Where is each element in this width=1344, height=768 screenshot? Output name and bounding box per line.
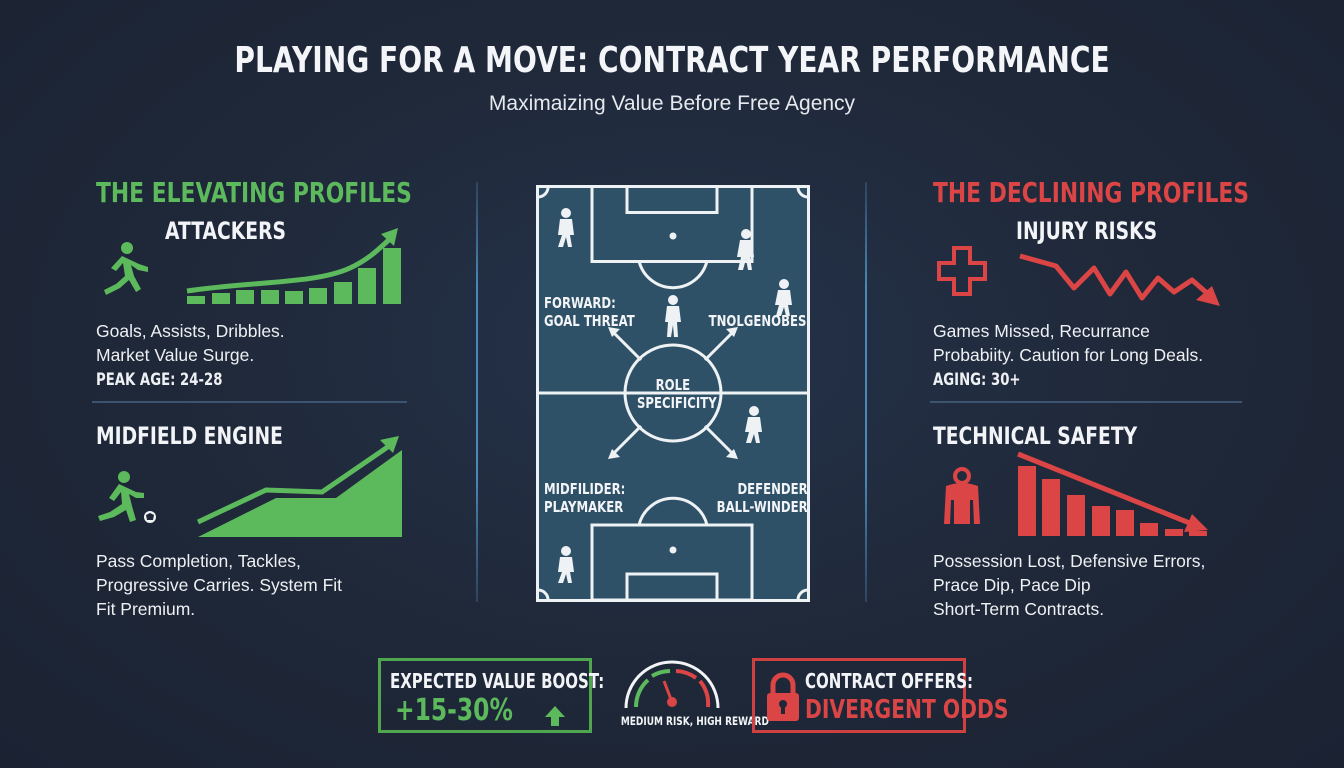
role-center-label: ROLE SPECIFICITY [637,376,717,412]
player-with-ball-icon [98,471,156,523]
rising-area-chart [196,436,402,537]
falling-bar-chart [1017,451,1208,536]
rising-bar-chart [186,228,401,304]
page-title: PLAYING FOR A MOVE: CONTRACT YEAR PERFOR… [234,40,1110,81]
padlock-icon [767,672,799,721]
role-midfielder: MIDFILIDER: PLAYMAKER [544,480,626,516]
attackers-title: ATTACKERS [165,217,286,245]
divider-right [865,182,867,602]
midfield-description: Pass Completion, Tackles, Progressive Ca… [96,551,343,619]
elevating-profiles-heading: THE ELEVATING PROFILES [96,176,412,209]
contract-offers-label: CONTRACT OFFERS: [805,669,974,693]
up-arrow-icon [545,706,565,726]
peak-age-label: PEAK AGE: 24-28 [96,370,223,390]
contract-offers-box: CONTRACT OFFERS: DIVERGENT ODDS [752,658,1008,733]
injury-risks-title: INJURY RISKS [1016,217,1158,245]
technical-safety-description: Possession Lost, Defensive Errors, Prace… [933,551,1206,619]
aging-label: AGING: 30+ [933,370,1021,390]
declining-profiles-heading: THE DECLINING PROFILES [933,176,1250,209]
football-pitch: FORWARD: GOAL THREAT TNOLGENOBES ROLE SP… [536,185,810,602]
role-forward: FORWARD: GOAL THREAT [544,294,635,330]
role-winger: TNOLGENOBES [708,312,806,330]
left-section-divider [92,401,407,403]
right-section-divider [930,401,1242,403]
divider-left [476,182,478,602]
attackers-description: Goals, Assists, Dribbles. Market Value S… [96,321,285,390]
value-boost-label: EXPECTED VALUE BOOST: [390,669,605,693]
gauge-label: MEDIUM RISK, HIGH REWARD [620,714,769,728]
page-subtitle: Maximaizing Value Before Free Agency [488,92,856,115]
midfield-engine-title: MIDFIELD ENGINE [96,422,283,450]
contract-offers-value: DIVERGENT ODDS [805,695,1009,725]
person-icon [944,467,980,524]
running-player-icon [104,242,148,295]
expected-value-boost-box: EXPECTED VALUE BOOST: +15-30% [378,658,604,733]
pitch-lines [536,185,810,602]
player-figures [558,208,792,583]
role-defender: DEFENDER BALL-WINDER [717,480,808,516]
technical-safety-title: TECHNICAL SAFETY [933,422,1138,450]
value-boost-value: +15-30% [395,693,513,728]
zigzag-decline-line [1019,253,1220,306]
injury-risks-description: Games Missed, Recurrance Probabiity. Cau… [933,321,1204,390]
risk-gauge-icon [624,660,720,709]
medical-cross-icon [937,246,987,296]
